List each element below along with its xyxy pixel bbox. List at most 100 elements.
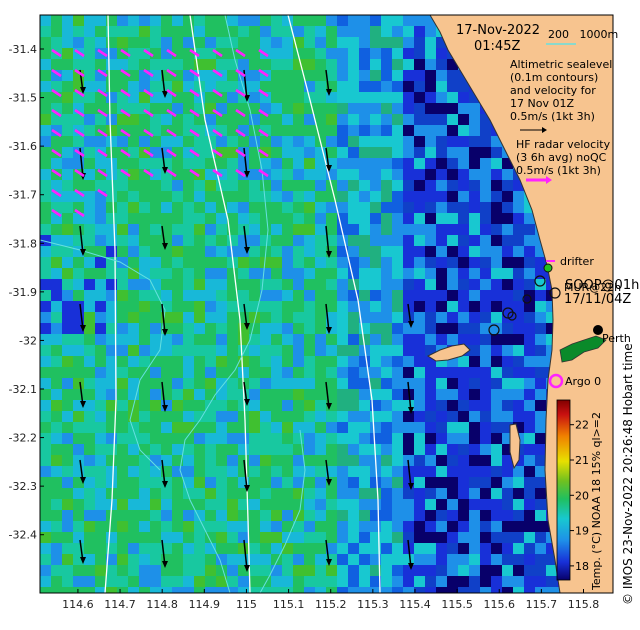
sst-cell bbox=[436, 180, 447, 191]
sst-cell bbox=[216, 554, 227, 565]
sst-cell bbox=[293, 444, 304, 455]
hf-radar-arrow bbox=[166, 108, 177, 118]
sst-cell bbox=[458, 169, 469, 180]
sst-cell bbox=[524, 532, 535, 543]
sst-cell bbox=[491, 466, 502, 477]
sst-cell bbox=[194, 312, 205, 323]
sst-cell bbox=[227, 565, 238, 576]
sst-cell bbox=[535, 466, 546, 477]
sst-cell bbox=[381, 180, 392, 191]
sst-cell bbox=[84, 37, 95, 48]
sst-cell bbox=[227, 81, 238, 92]
sst-cell bbox=[106, 81, 117, 92]
sst-cell bbox=[436, 587, 447, 593]
sst-cell bbox=[304, 455, 315, 466]
sst-cell bbox=[337, 125, 348, 136]
sst-cell bbox=[381, 290, 392, 301]
sst-cell bbox=[150, 37, 161, 48]
sst-cell bbox=[62, 312, 73, 323]
hf-radar-arrow bbox=[235, 88, 246, 98]
hf-radar-arrow bbox=[189, 108, 200, 118]
sst-cell bbox=[392, 477, 403, 488]
longitude-tick-label: 115.5 bbox=[441, 598, 473, 611]
hf-radar-arrow bbox=[235, 108, 246, 118]
sst-cell bbox=[381, 477, 392, 488]
sst-cell bbox=[348, 235, 359, 246]
sst-cell bbox=[249, 257, 260, 268]
sst-cell bbox=[260, 15, 271, 26]
sst-cell bbox=[62, 246, 73, 257]
hf-radar-arrow bbox=[51, 148, 62, 158]
sst-cell bbox=[84, 125, 95, 136]
altimetry-arrowhead bbox=[408, 321, 414, 328]
sst-cell bbox=[62, 565, 73, 576]
sst-cell bbox=[183, 136, 194, 147]
sst-cell bbox=[205, 400, 216, 411]
sst-cell bbox=[249, 103, 260, 114]
sst-cell bbox=[227, 180, 238, 191]
hf-radar-arrow bbox=[51, 188, 62, 198]
sst-cell bbox=[326, 477, 337, 488]
sst-cell bbox=[249, 345, 260, 356]
longitude-tick-label: 115.3 bbox=[357, 598, 389, 611]
sst-cell bbox=[40, 268, 51, 279]
sst-cell bbox=[447, 125, 458, 136]
sst-cell bbox=[249, 334, 260, 345]
sst-cell bbox=[172, 147, 183, 158]
sst-cell bbox=[436, 213, 447, 224]
sst-cell bbox=[117, 455, 128, 466]
sst-cell bbox=[84, 180, 95, 191]
sst-cell bbox=[73, 444, 84, 455]
sst-cell bbox=[271, 59, 282, 70]
sst-cell bbox=[73, 26, 84, 37]
sst-cell bbox=[40, 488, 51, 499]
sst-cell bbox=[172, 191, 183, 202]
sst-cell bbox=[73, 510, 84, 521]
sst-cell bbox=[304, 103, 315, 114]
sst-cell bbox=[359, 576, 370, 587]
sst-cell bbox=[326, 367, 337, 378]
sst-cell bbox=[172, 70, 183, 81]
sst-cell bbox=[172, 103, 183, 114]
sst-cell bbox=[392, 554, 403, 565]
sst-cell bbox=[491, 477, 502, 488]
sst-cell bbox=[95, 554, 106, 565]
sst-cell bbox=[51, 301, 62, 312]
sst-cell bbox=[205, 246, 216, 257]
sst-cell bbox=[106, 92, 117, 103]
sst-cell bbox=[73, 191, 84, 202]
sst-cell bbox=[84, 114, 95, 125]
sst-cell bbox=[293, 202, 304, 213]
sst-cell bbox=[403, 125, 414, 136]
sst-cell bbox=[392, 257, 403, 268]
hf-scale-arrowhead bbox=[546, 176, 552, 184]
sst-cell bbox=[73, 587, 84, 593]
sst-cell bbox=[524, 554, 535, 565]
sst-cell bbox=[106, 114, 117, 125]
sst-cell bbox=[216, 400, 227, 411]
sst-cell bbox=[392, 543, 403, 554]
sst-cell bbox=[260, 81, 271, 92]
sst-cell bbox=[260, 356, 271, 367]
sst-cell bbox=[183, 202, 194, 213]
sst-cell bbox=[40, 224, 51, 235]
sst-cell bbox=[491, 422, 502, 433]
sst-cell bbox=[216, 81, 227, 92]
sst-cell bbox=[117, 268, 128, 279]
sst-cell bbox=[106, 191, 117, 202]
sst-cell bbox=[447, 158, 458, 169]
sst-cell bbox=[337, 257, 348, 268]
sst-cell bbox=[381, 224, 392, 235]
sst-cell bbox=[271, 191, 282, 202]
sst-cell bbox=[282, 367, 293, 378]
sst-cell bbox=[40, 235, 51, 246]
mur-label: MUR@22h bbox=[564, 281, 621, 294]
sst-cell bbox=[62, 378, 73, 389]
sst-cell bbox=[227, 389, 238, 400]
sst-cell bbox=[106, 543, 117, 554]
sst-cell bbox=[84, 235, 95, 246]
sst-cell bbox=[359, 554, 370, 565]
hf-radar-arrow bbox=[74, 188, 85, 198]
sst-cell bbox=[491, 158, 502, 169]
sst-cell bbox=[249, 92, 260, 103]
